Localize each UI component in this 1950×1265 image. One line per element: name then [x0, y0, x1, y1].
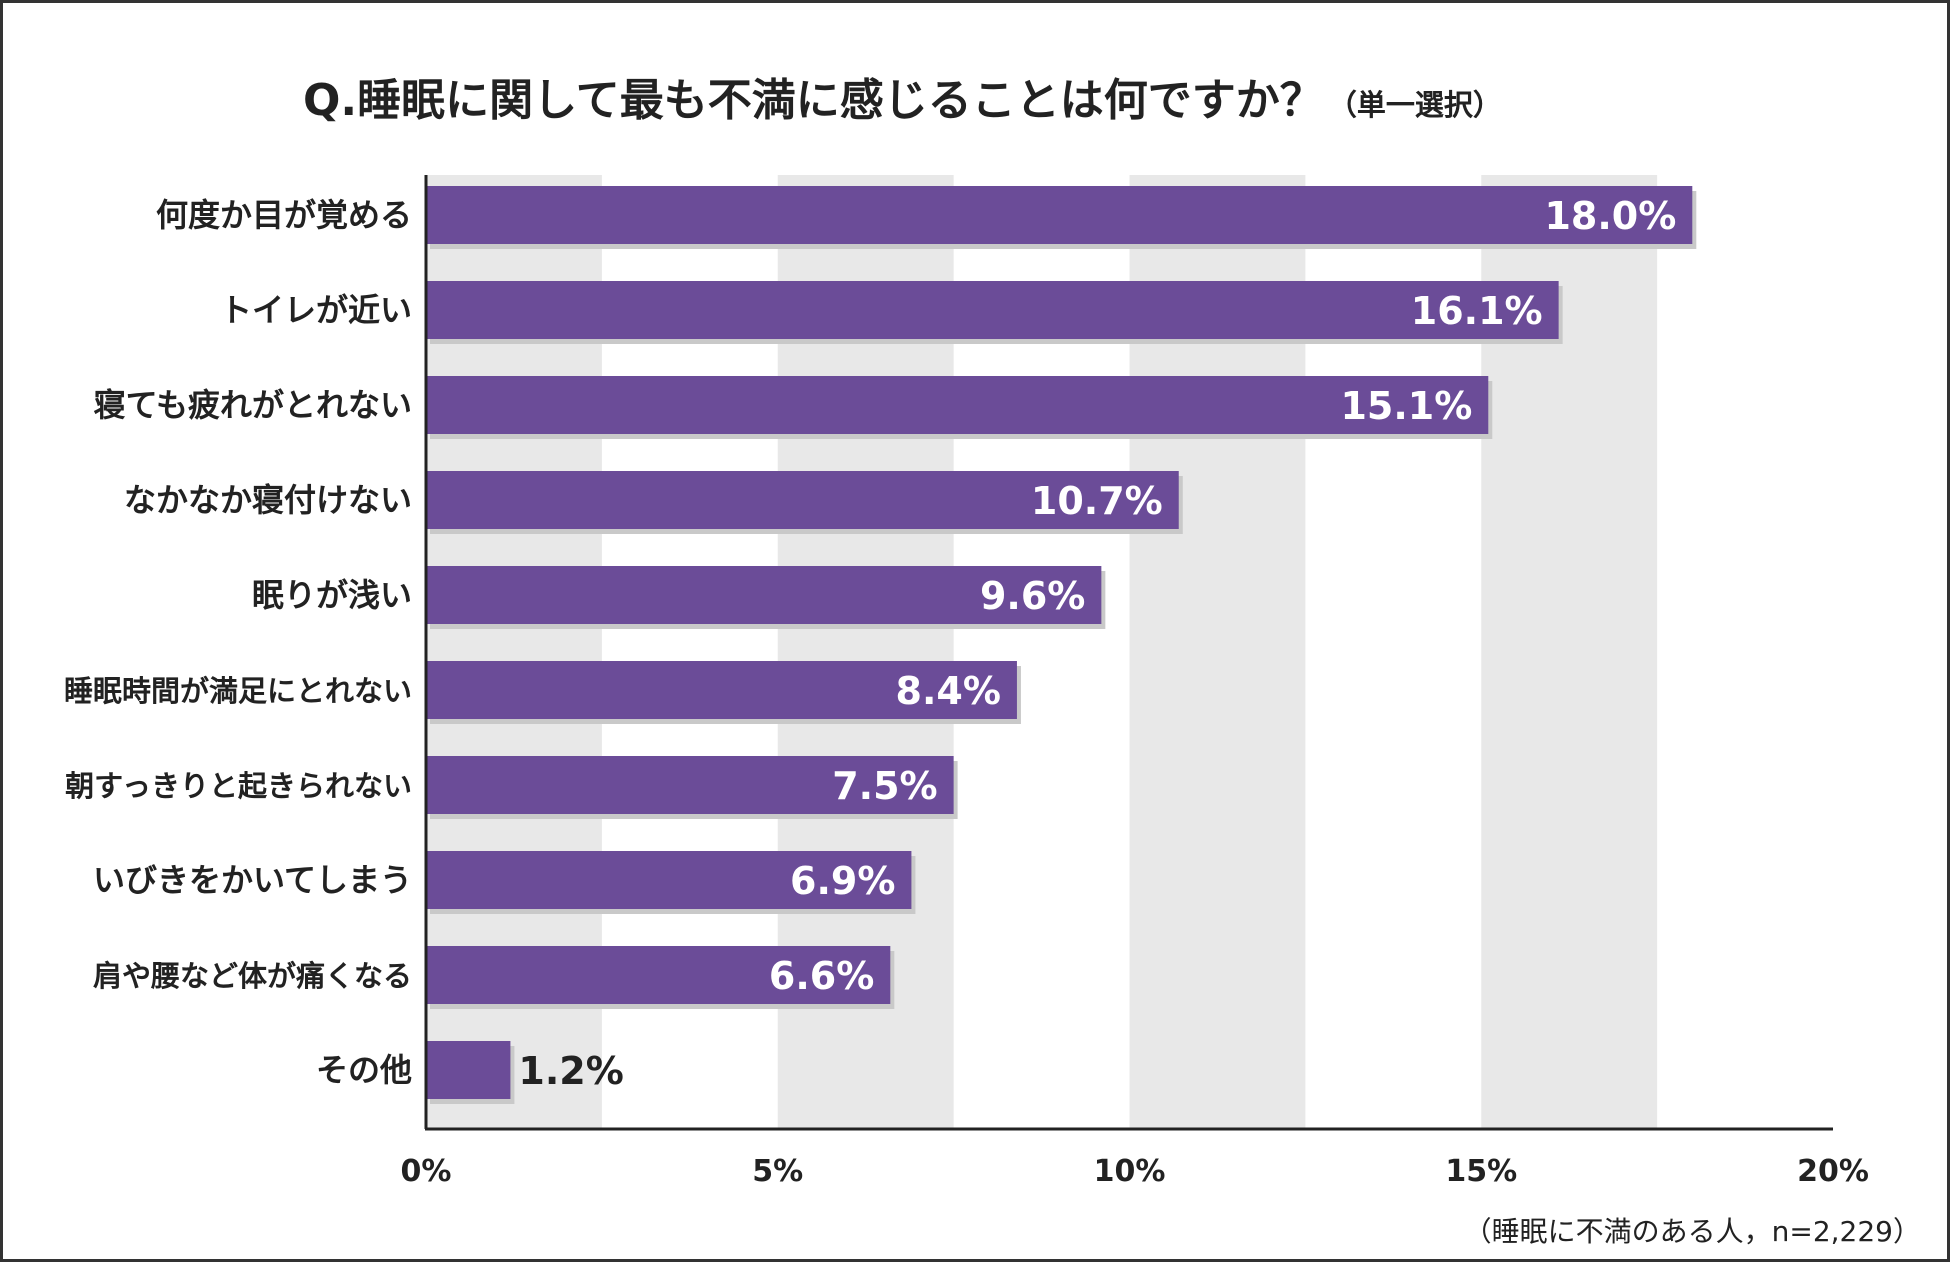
bar-chart: 0% 5% 10% 15% 20% 18.0% 何度か目が覚める 16.1% トイレが近い 15… — [64, 75, 1921, 1248]
sample-note: （睡眠に不満のある人，n=2,229） — [1464, 1215, 1921, 1248]
axes-group: 0% 5% 10% 15% 20% — [401, 175, 1869, 1189]
value-label-6: 7.5% — [832, 764, 937, 808]
labels-group: 18.0% 何度か目が覚める 16.1% トイレが近い 15.1% 寝ても疲れがとれない 1… — [64, 194, 1676, 1093]
bar-7 — [426, 851, 912, 909]
value-label-0: 18.0% — [1544, 194, 1676, 238]
value-label-3: 10.7% — [1031, 479, 1163, 523]
value-label-1: 16.1% — [1411, 289, 1543, 333]
x-tick-label-4: 20% — [1797, 1154, 1869, 1189]
bar-0 — [426, 186, 1693, 244]
x-tick-label-3: 15% — [1445, 1154, 1517, 1189]
bar-3 — [426, 471, 1179, 529]
value-label-2: 15.1% — [1340, 384, 1472, 428]
x-tick-label-0: 0% — [401, 1154, 452, 1189]
bar-4 — [426, 566, 1102, 624]
chart-title: Q.睡眠に関して最も不満に感じることは何ですか？ （単一選択） — [303, 75, 1502, 126]
category-label-3: なかなか寝付けない — [124, 481, 412, 519]
category-label-6: 朝すっきりと起きられない — [65, 769, 412, 803]
value-label-8: 6.6% — [769, 954, 874, 998]
value-label-7: 6.9% — [790, 859, 895, 903]
category-label-1: トイレが近い — [220, 291, 412, 329]
value-label-5: 8.4% — [896, 669, 1001, 713]
bar-6 — [426, 756, 954, 814]
category-label-9: その他 — [316, 1051, 412, 1089]
bars-group — [426, 186, 1697, 1104]
category-label-5: 睡眠時間が満足にとれない — [64, 674, 412, 708]
bar-2 — [426, 376, 1489, 434]
bar-8 — [426, 946, 891, 1004]
chart-title-main: Q.睡眠に関して最も不満に感じることは何ですか？ — [303, 75, 1324, 126]
bar-1 — [426, 281, 1559, 339]
category-label-7: いびきをかいてしまう — [93, 861, 412, 899]
category-label-2: 寝ても疲れがとれない — [94, 386, 412, 424]
value-label-4: 9.6% — [980, 574, 1085, 618]
bar-5 — [426, 661, 1017, 719]
x-tick-label-1: 5% — [752, 1154, 803, 1189]
bar-9 — [426, 1041, 511, 1099]
chart-title-sub: （単一選択） — [1328, 88, 1502, 122]
category-label-4: 眠りが浅い — [252, 576, 412, 614]
value-label-9: 1.2% — [518, 1049, 623, 1093]
category-label-0: 何度か目が覚める — [156, 196, 412, 234]
category-label-8: 肩や腰など体が痛くなる — [93, 959, 412, 993]
x-tick-label-2: 10% — [1094, 1154, 1166, 1189]
